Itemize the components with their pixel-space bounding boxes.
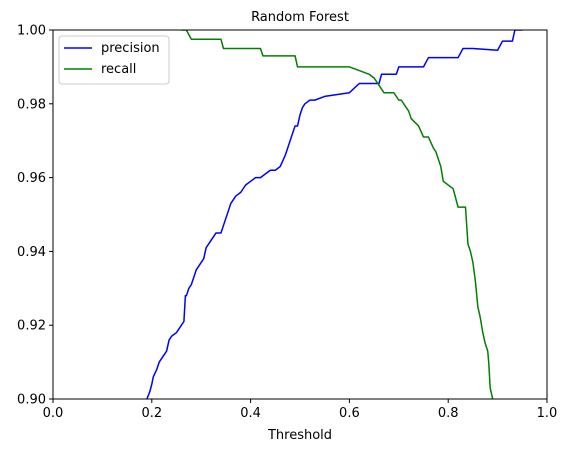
legend-recall-label: recall (101, 62, 136, 77)
y-axis: 0.90 0.92 0.94 0.96 0.98 1.00 (17, 24, 53, 408)
x-tick-label: 0.8 (438, 406, 459, 421)
x-tick-label: 0.6 (339, 406, 360, 421)
legend: precision recall (58, 35, 170, 85)
chart-title: Random Forest (251, 10, 349, 25)
series-line-precision (146, 30, 523, 399)
y-tick-label: 0.92 (17, 319, 46, 334)
series-line-recall (181, 30, 494, 399)
plot-frame (52, 29, 548, 400)
plot-area-background (53, 30, 547, 399)
y-tick-label: 0.96 (17, 171, 46, 186)
x-axis-label: Threshold (267, 428, 332, 443)
y-tick-label: 1.00 (17, 24, 46, 39)
x-tick-label: 0.0 (43, 406, 64, 421)
y-tick-label: 0.94 (17, 245, 46, 260)
legend-precision-label: precision (101, 41, 160, 56)
series-layer (146, 30, 523, 399)
x-tick-label: 0.2 (141, 406, 162, 421)
x-tick-label: 0.4 (240, 406, 261, 421)
x-axis: 0.0 0.2 0.4 0.6 0.8 1.0 (43, 399, 558, 421)
x-tick-label: 1.0 (537, 406, 558, 421)
y-tick-label: 0.90 (17, 393, 46, 408)
y-tick-label: 0.98 (17, 97, 46, 112)
